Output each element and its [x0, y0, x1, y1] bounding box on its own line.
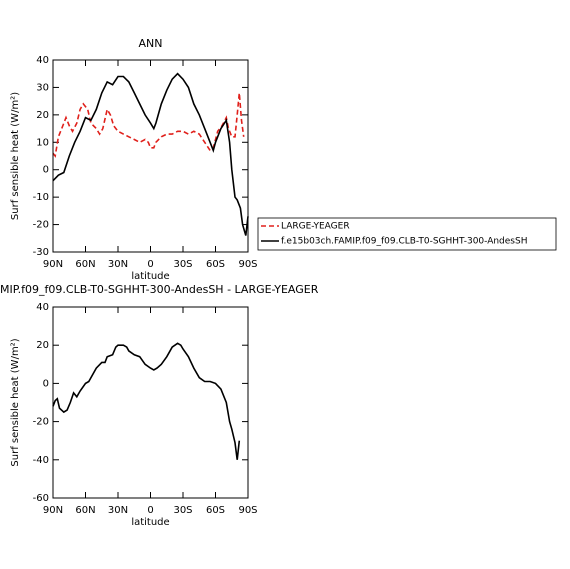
y-axis-label: Surf sensible heat (W/m²)	[10, 92, 21, 220]
data-line	[52, 72, 249, 236]
x-tick-label: 30S	[173, 505, 192, 516]
x-tick-label: 30S	[173, 259, 192, 270]
y-tick-label: 0	[43, 378, 49, 389]
x-tick-label: 0	[147, 259, 153, 270]
x-tick-label: 60S	[206, 505, 225, 516]
y-axis-label: Surf sensible heat (W/m²)	[10, 338, 21, 466]
x-axis-label: latitude	[131, 271, 169, 282]
x-tick-label: 90S	[238, 505, 257, 516]
chart-title: MIP.f09_f09.CLB-T0-SGHHT-300-AndesSH - L…	[0, 283, 319, 296]
x-tick-label: 30N	[108, 505, 128, 516]
chart-title: ANN	[139, 37, 163, 50]
x-tick-label: 30N	[108, 259, 128, 270]
x-tick-label: 60N	[75, 259, 95, 270]
y-tick-label: 0	[43, 165, 49, 176]
x-tick-label: 90N	[43, 259, 63, 270]
y-tick-label: 20	[36, 340, 49, 351]
data-line	[52, 342, 241, 460]
y-tick-label: -20	[33, 220, 49, 231]
y-tick-label: 30	[36, 82, 49, 93]
y-tick-label: -60	[33, 493, 49, 504]
y-tick-label: -30	[33, 247, 49, 258]
x-tick-label: 90N	[43, 505, 63, 516]
x-tick-label: 60N	[75, 505, 95, 516]
y-tick-label: 20	[36, 110, 49, 121]
y-tick-label: -20	[33, 417, 49, 428]
y-tick-label: 10	[36, 137, 49, 148]
y-tick-label: -10	[33, 192, 49, 203]
y-tick-label: -40	[33, 455, 49, 466]
plot-frame	[52, 306, 249, 499]
x-axis-label: latitude	[131, 517, 169, 528]
plot-frame	[52, 59, 249, 253]
x-tick-label: 60S	[206, 259, 225, 270]
y-tick-label: 40	[36, 55, 49, 66]
x-tick-label: 90S	[238, 259, 257, 270]
y-tick-label: 40	[36, 302, 49, 313]
x-tick-label: 0	[147, 505, 153, 516]
legend-label: f.e15b03ch.FAMIP.f09_f09.CLB-T0-SGHHT-30…	[281, 237, 527, 247]
legend-box	[257, 217, 557, 251]
legend-label: LARGE-YEAGER	[281, 222, 350, 232]
